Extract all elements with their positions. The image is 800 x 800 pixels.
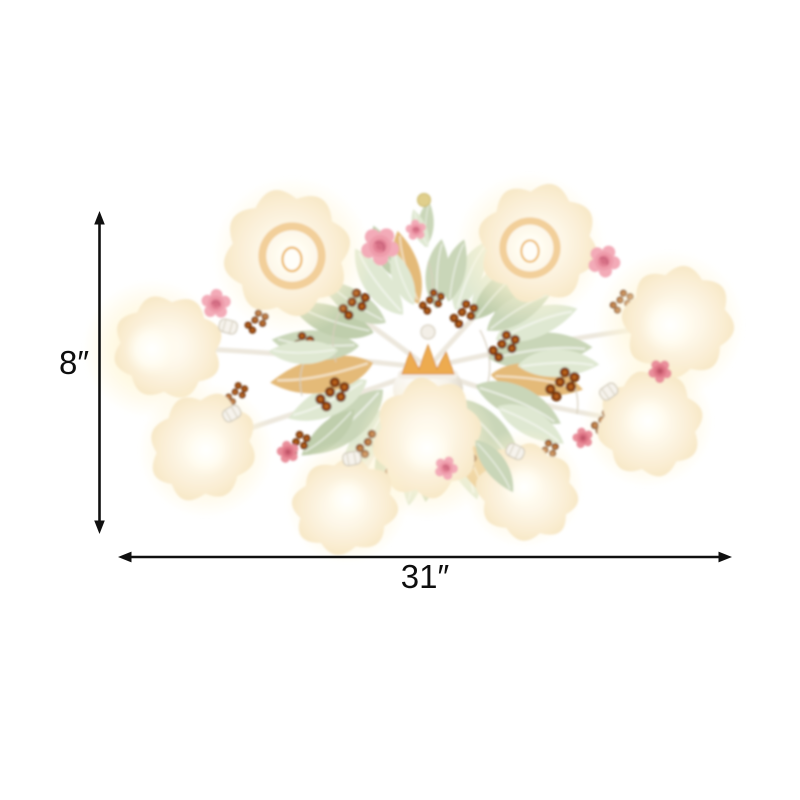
glass-shade-side-left — [82, 279, 225, 419]
width-label: 31″ — [401, 558, 450, 595]
height-dimension: 8″ — [59, 211, 105, 534]
arrow-left-icon — [118, 551, 132, 563]
berry-cluster — [418, 288, 445, 315]
flower-bud — [417, 193, 431, 207]
crown-ornament — [401, 343, 455, 375]
chandelier-photo — [82, 172, 745, 564]
arrow-right-icon — [718, 551, 732, 563]
shade-holder — [341, 449, 363, 468]
height-label: 8″ — [59, 344, 89, 381]
glass-shade-bottom-left — [283, 440, 409, 564]
bulb-opening — [498, 216, 562, 280]
glass-shade-top-right — [454, 172, 606, 324]
foliage — [267, 193, 602, 509]
bulb-opening — [257, 221, 327, 291]
arrow-down-icon — [94, 520, 105, 534]
width-dimension: 31″ — [118, 551, 732, 595]
glass-shade-top-left — [212, 176, 372, 336]
arrow-up-icon — [94, 211, 105, 225]
